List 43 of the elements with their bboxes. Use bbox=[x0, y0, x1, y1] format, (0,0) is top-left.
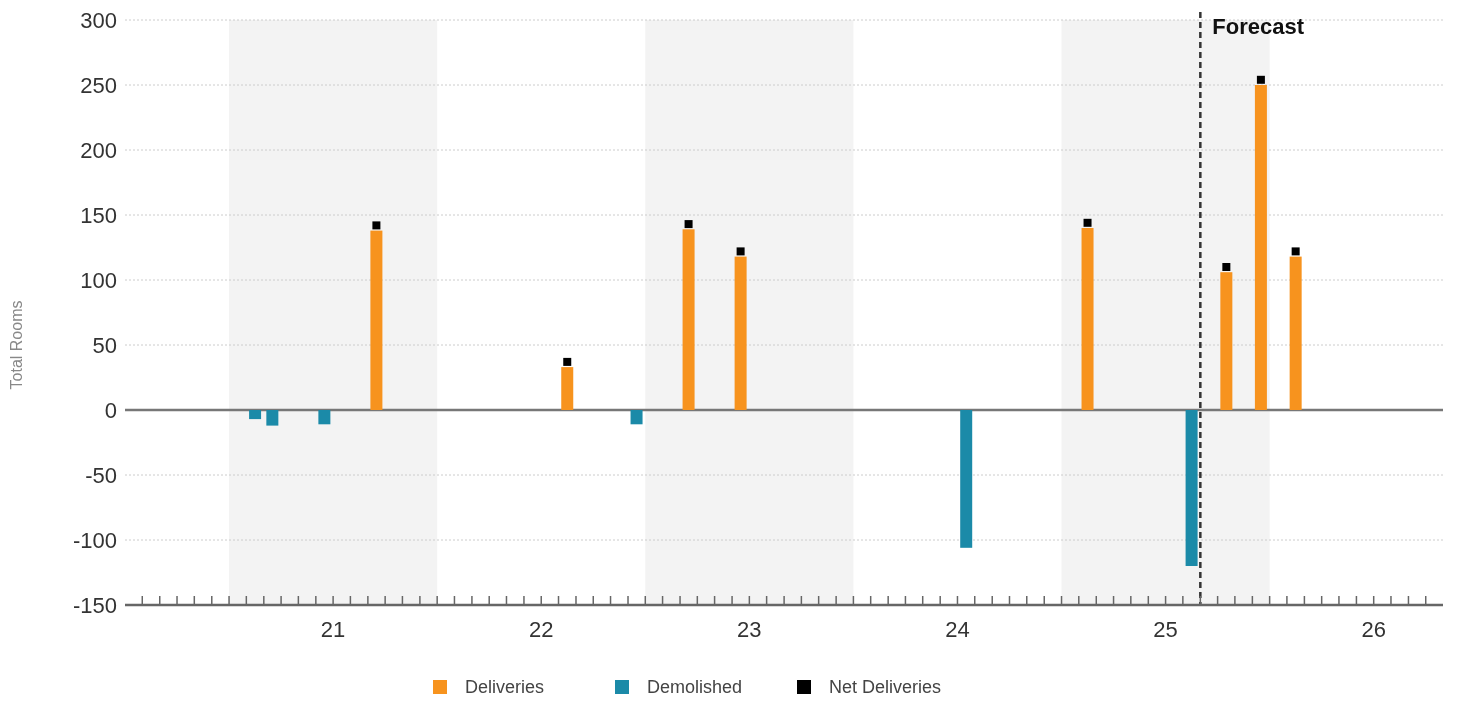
bar bbox=[318, 410, 331, 425]
legend-label: Deliveries bbox=[465, 677, 545, 697]
bar bbox=[630, 410, 643, 425]
bar bbox=[1220, 272, 1233, 410]
y-tick-label: 100 bbox=[80, 267, 117, 293]
point bbox=[1291, 247, 1300, 256]
y-tick-label: 50 bbox=[92, 332, 117, 358]
bar bbox=[960, 410, 973, 548]
y-tick-label: 150 bbox=[80, 202, 117, 228]
point bbox=[563, 357, 572, 366]
y-tick-label: 250 bbox=[80, 72, 117, 98]
x-tick-label: 24 bbox=[945, 617, 970, 642]
y-tick-label: -100 bbox=[72, 527, 117, 553]
legend-label: Net Deliveries bbox=[829, 677, 942, 697]
x-tick-label: 25 bbox=[1153, 617, 1178, 642]
bar bbox=[734, 256, 747, 410]
bar bbox=[370, 230, 383, 410]
x-tick-label: 26 bbox=[1361, 617, 1386, 642]
bar bbox=[1254, 85, 1267, 410]
bar bbox=[682, 229, 695, 410]
bar bbox=[1081, 228, 1094, 410]
bar bbox=[561, 367, 574, 410]
bar bbox=[1185, 410, 1198, 566]
y-axis-title: Total Rooms bbox=[8, 300, 25, 390]
bar bbox=[1289, 256, 1302, 410]
legend-label: Demolished bbox=[647, 677, 743, 697]
point bbox=[372, 221, 381, 230]
point bbox=[1222, 263, 1231, 271]
point bbox=[736, 247, 745, 256]
bar bbox=[266, 410, 279, 426]
ref-line-label: Forecast bbox=[1212, 14, 1305, 39]
y-tick-label: 300 bbox=[80, 7, 117, 33]
point bbox=[684, 220, 693, 229]
bar bbox=[249, 410, 262, 420]
x-tick-label: 21 bbox=[320, 617, 346, 642]
y-tick-label: -50 bbox=[85, 462, 117, 488]
x-tick-label: 22 bbox=[528, 617, 554, 642]
x-tick-label: 23 bbox=[737, 617, 762, 642]
y-tick-label: 200 bbox=[80, 137, 117, 163]
y-tick-label: 0 bbox=[104, 397, 117, 423]
point bbox=[1256, 75, 1265, 84]
point bbox=[1083, 218, 1092, 227]
y-tick-label: -150 bbox=[72, 592, 117, 618]
